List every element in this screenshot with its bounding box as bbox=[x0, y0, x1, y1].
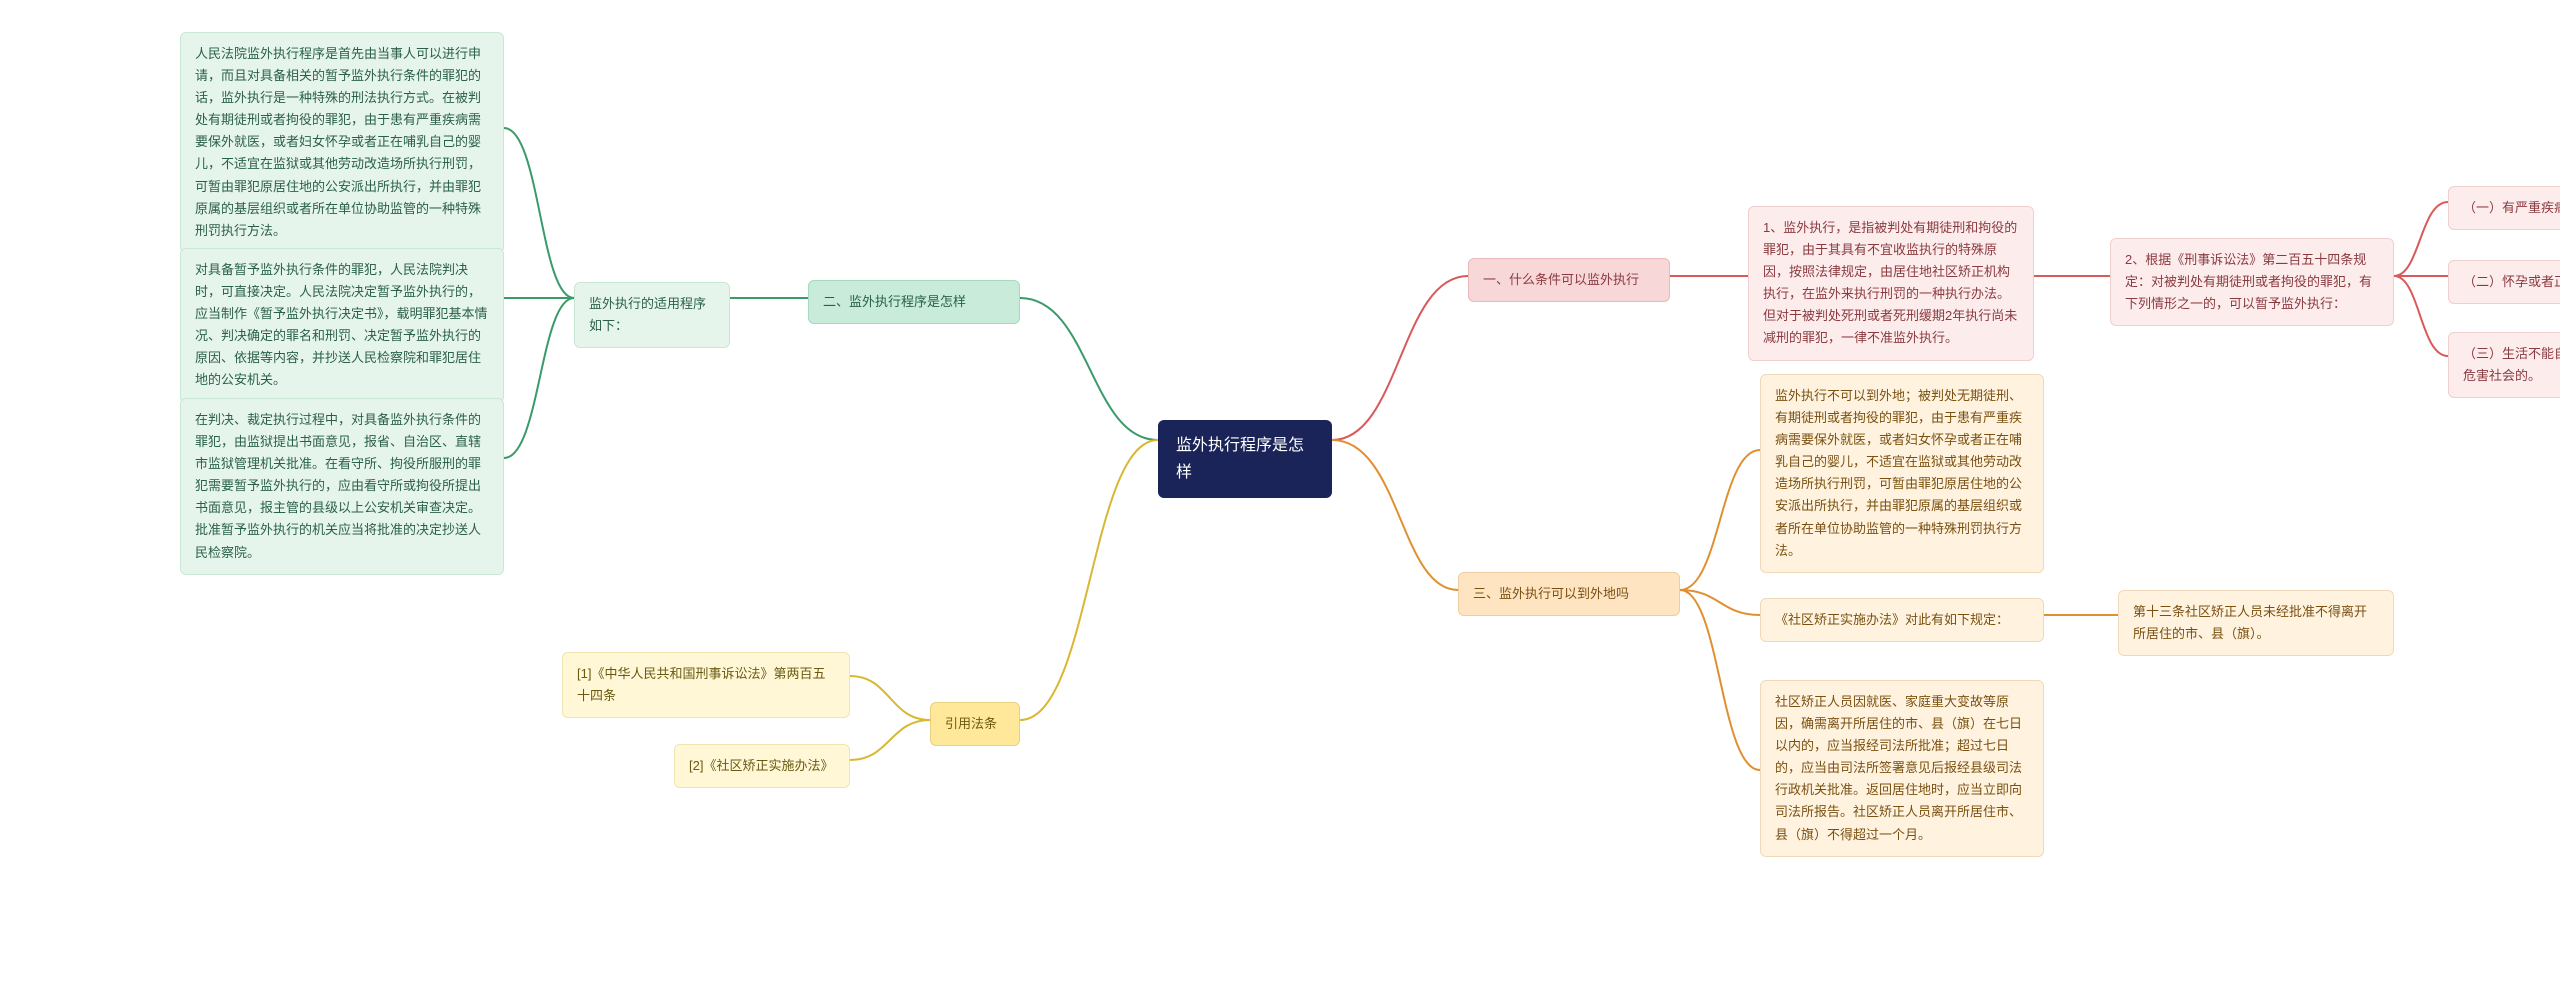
node-procedure-3: 在判决、裁定执行过程中，对具备监外执行条件的罪犯，由监狱提出书面意见，报省、自治… bbox=[180, 398, 504, 575]
node-travel-leave: 社区矫正人员因就医、家庭重大变故等原因，确需离开所居住的市、县（旗）在七日以内的… bbox=[1760, 680, 2044, 857]
node-conditions[interactable]: 一、什么条件可以监外执行 bbox=[1468, 258, 1670, 302]
node-procedure-1: 人民法院监外执行程序是首先由当事人可以进行申请，而且对具备相关的暂予监外执行条件… bbox=[180, 32, 504, 253]
node-procedure[interactable]: 二、监外执行程序是怎样 bbox=[808, 280, 1020, 324]
node-travel-desc: 监外执行不可以到外地；被判处无期徒刑、有期徒刑或者拘役的罪犯，由于患有严重疾病需… bbox=[1760, 374, 2044, 573]
root-node[interactable]: 监外执行程序是怎样 bbox=[1158, 420, 1332, 498]
node-conditions-c: （三）生活不能自理，适用暂予监外执行不致危害社会的。 bbox=[2448, 332, 2560, 398]
node-travel[interactable]: 三、监外执行可以到外地吗 bbox=[1458, 572, 1680, 616]
node-conditions-b: （二）怀孕或者正在哺乳自己婴儿的妇女； bbox=[2448, 260, 2560, 304]
node-citations[interactable]: 引用法条 bbox=[930, 702, 1020, 746]
node-conditions-desc: 1、监外执行，是指被判处有期徒刑和拘役的罪犯，由于其具有不宜收监执行的特殊原因，… bbox=[1748, 206, 2034, 361]
mindmap-canvas: { "root":{"text":"监外执行程序是怎样"}, "b1":{"ti… bbox=[0, 0, 2560, 994]
node-conditions-law: 2、根据《刑事诉讼法》第二百五十四条规定：对被判处有期徒刑或者拘役的罪犯，有下列… bbox=[2110, 238, 2394, 326]
node-travel-reg: 《社区矫正实施办法》对此有如下规定： bbox=[1760, 598, 2044, 642]
node-procedure-2: 对具备暂予监外执行条件的罪犯，人民法院判决时，可直接决定。人民法院决定暂予监外执… bbox=[180, 248, 504, 403]
node-citation-1: [1]《中华人民共和国刑事诉讼法》第两百五十四条 bbox=[562, 652, 850, 718]
node-travel-art13: 第十三条社区矫正人员未经批准不得离开所居住的市、县（旗）。 bbox=[2118, 590, 2394, 656]
node-citation-2: [2]《社区矫正实施办法》 bbox=[674, 744, 850, 788]
node-conditions-a: （一）有严重疾病需要保外就医的； bbox=[2448, 186, 2560, 230]
node-procedure-intro: 监外执行的适用程序如下： bbox=[574, 282, 730, 348]
